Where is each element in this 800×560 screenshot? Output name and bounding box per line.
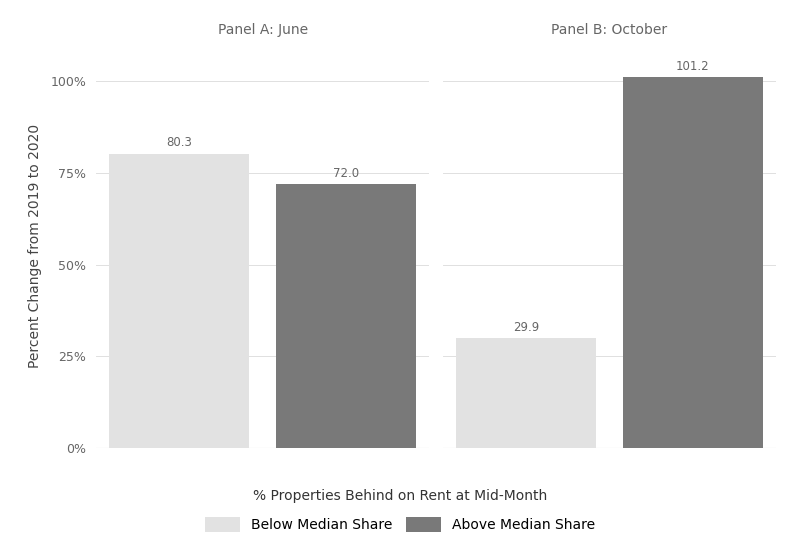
- Bar: [456, 338, 596, 448]
- Legend: Below Median Share, Above Median Share: Below Median Share, Above Median Share: [198, 510, 602, 539]
- Bar: [622, 77, 762, 448]
- Y-axis label: Percent Change from 2019 to 2020: Percent Change from 2019 to 2020: [28, 124, 42, 368]
- Text: % Properties Behind on Rent at Mid-Month: % Properties Behind on Rent at Mid-Month: [253, 488, 547, 503]
- Text: 72.0: 72.0: [333, 167, 359, 180]
- Bar: [276, 184, 416, 448]
- Title: Panel B: October: Panel B: October: [551, 23, 667, 37]
- Bar: [110, 153, 250, 448]
- Title: Panel A: June: Panel A: June: [218, 23, 308, 37]
- Text: 101.2: 101.2: [676, 60, 710, 73]
- Text: 80.3: 80.3: [166, 136, 192, 150]
- Text: 29.9: 29.9: [513, 321, 539, 334]
